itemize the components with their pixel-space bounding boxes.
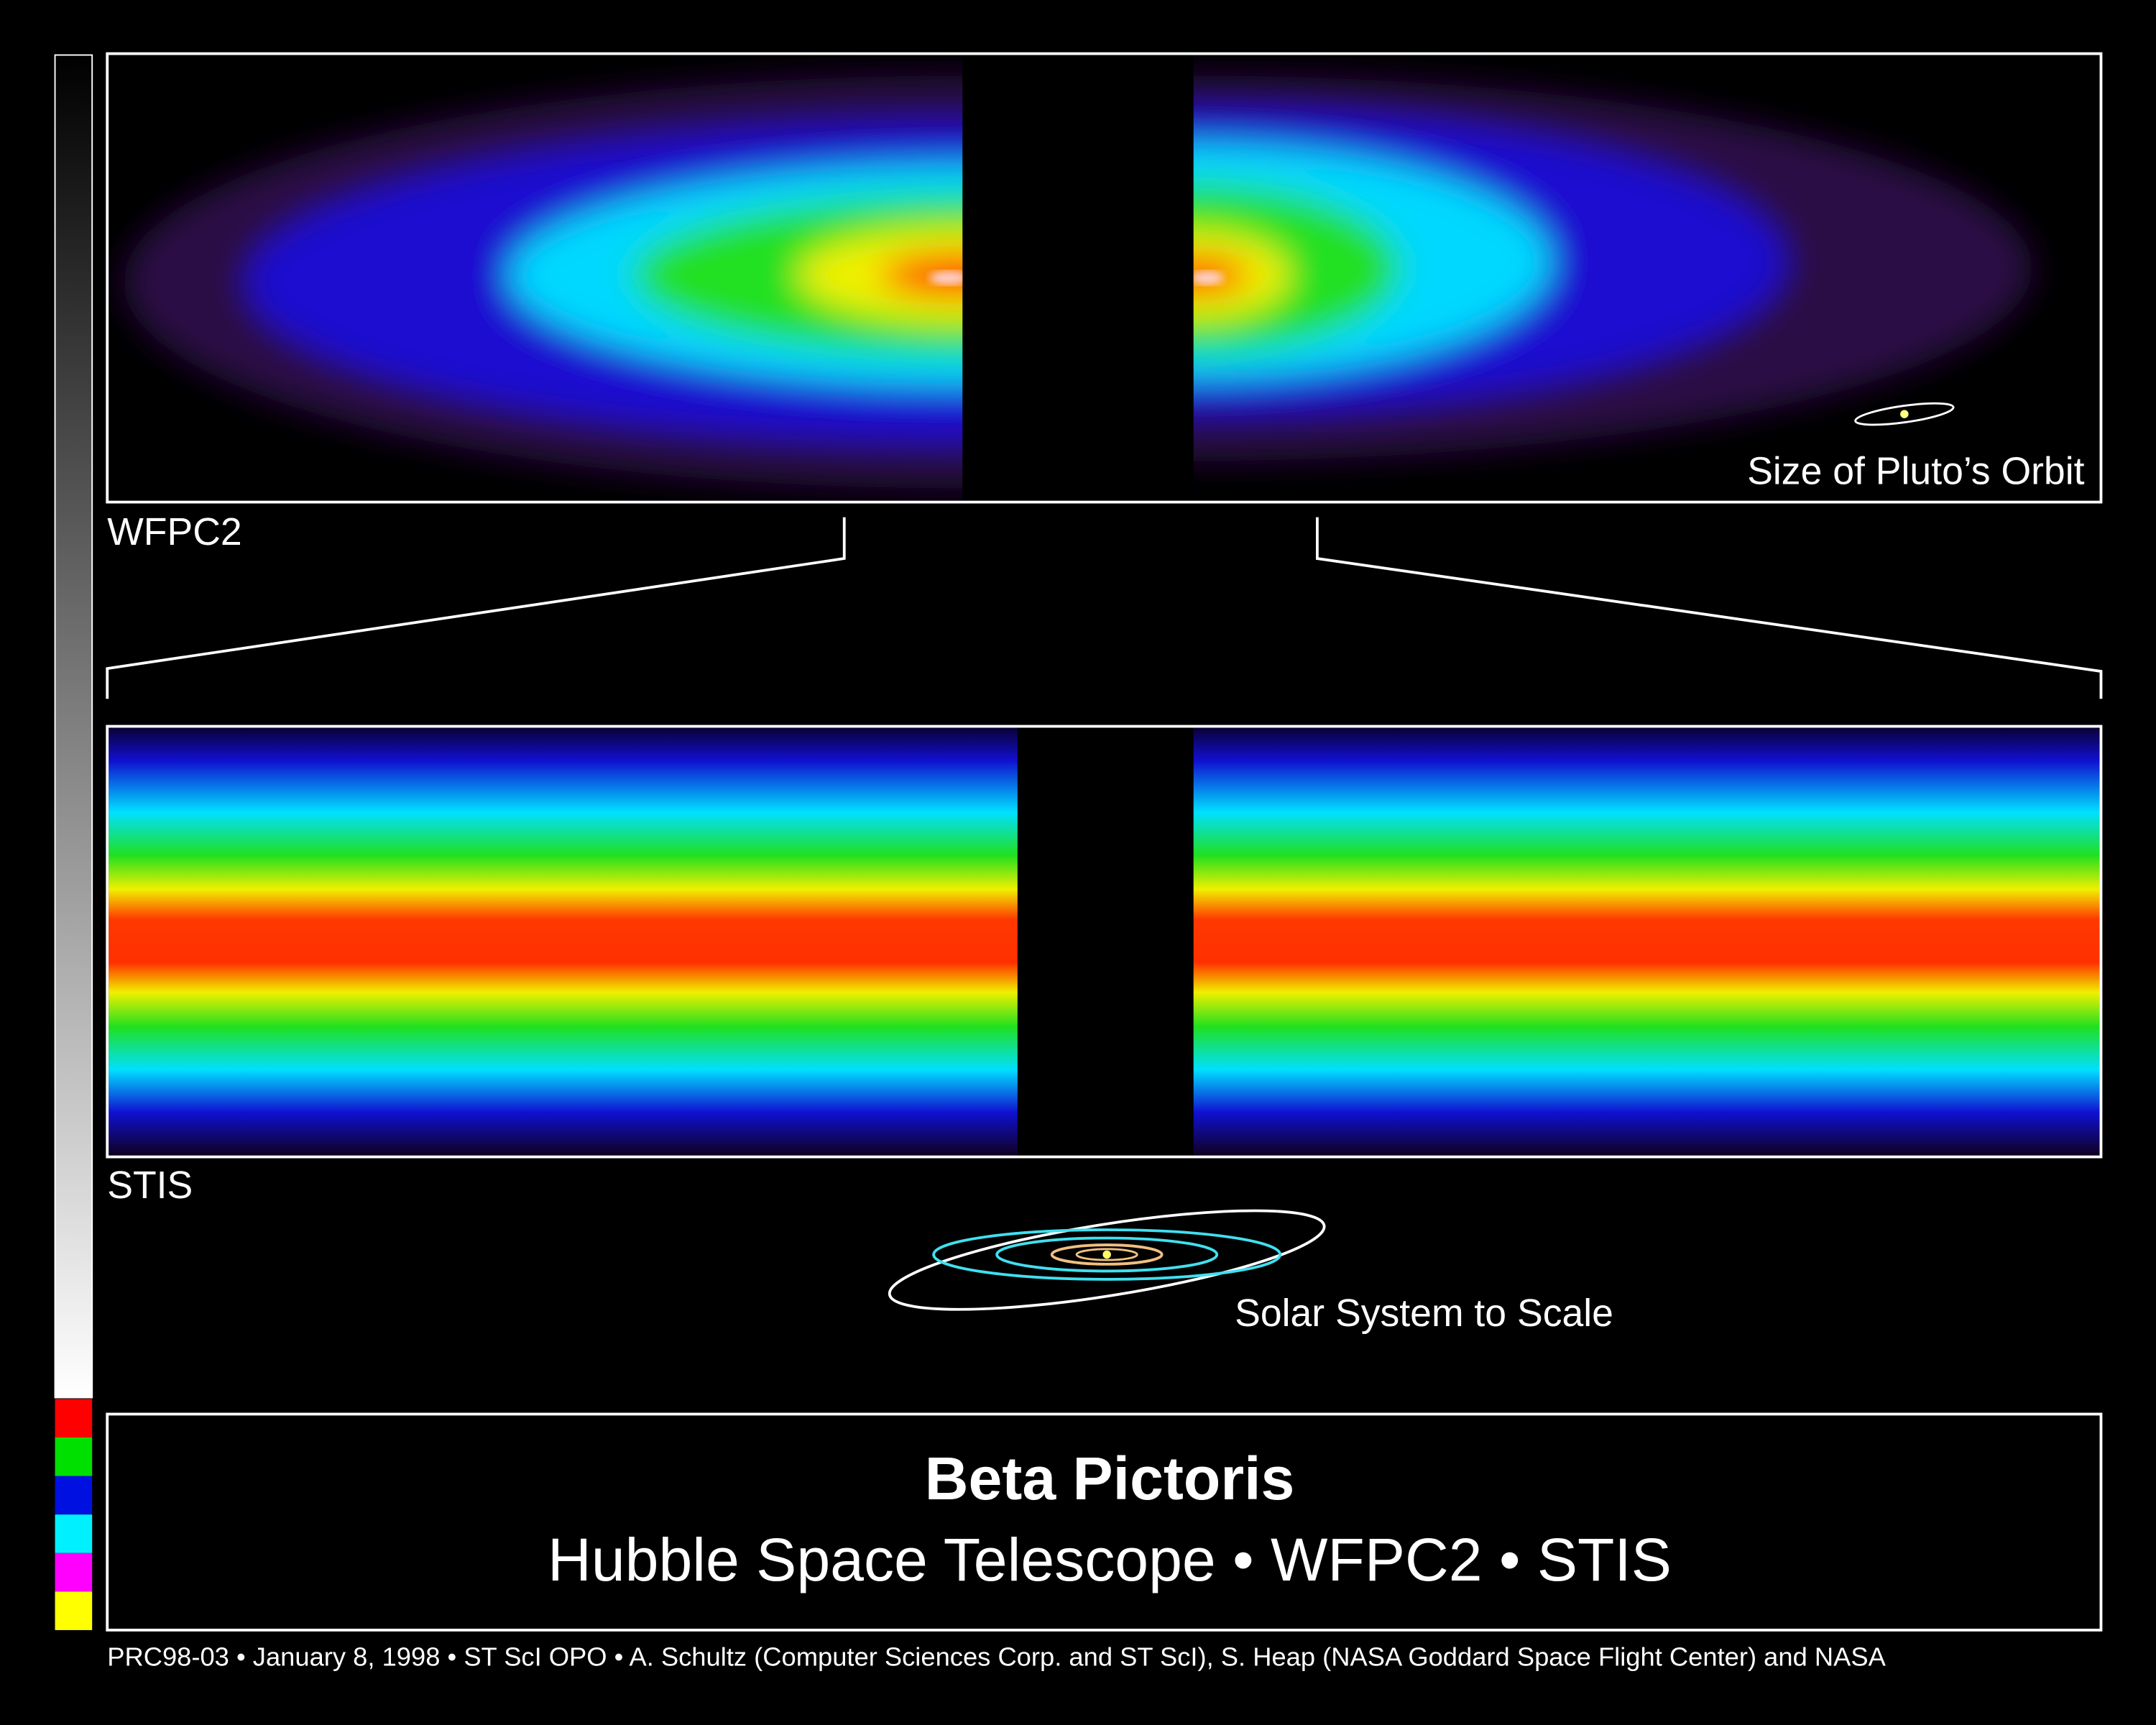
wfpc2-frame xyxy=(106,52,2103,504)
title-box xyxy=(106,1412,2103,1632)
pluto-orbit xyxy=(1854,402,1955,426)
subtitle: Hubble Space Telescope • WFPC2 • STIS xyxy=(548,1526,1672,1593)
stis-frame xyxy=(106,724,2103,1159)
color-swatch xyxy=(55,1591,93,1630)
zoom-line xyxy=(106,517,846,699)
stis-left xyxy=(109,727,1018,1156)
scale-label: Solar System to Scale xyxy=(1235,1292,1613,1335)
credit: PRC98-03 • January 8, 1998 • ST ScI OPO … xyxy=(107,1642,1886,1672)
intensity-bar xyxy=(54,54,93,1399)
wfpc2-left-lobe xyxy=(124,75,963,489)
solar-system xyxy=(888,1209,1326,1311)
panel-label: WFPC2 xyxy=(107,511,241,553)
title: Beta Pictoris xyxy=(925,1445,1295,1512)
stis-right xyxy=(1193,727,2100,1156)
wfpc2-right-lobe xyxy=(1193,75,2032,461)
color-swatch xyxy=(55,1438,93,1476)
zoom-line xyxy=(1315,517,2103,699)
color-swatch xyxy=(55,1399,93,1438)
color-swatch xyxy=(55,1514,93,1553)
sun-dot xyxy=(1900,410,1909,418)
scale-label: Size of Pluto’s Orbit xyxy=(1747,451,2084,493)
panel-label: STIS xyxy=(107,1164,193,1207)
color-swatch xyxy=(55,1552,93,1592)
color-swatch xyxy=(55,1476,93,1515)
